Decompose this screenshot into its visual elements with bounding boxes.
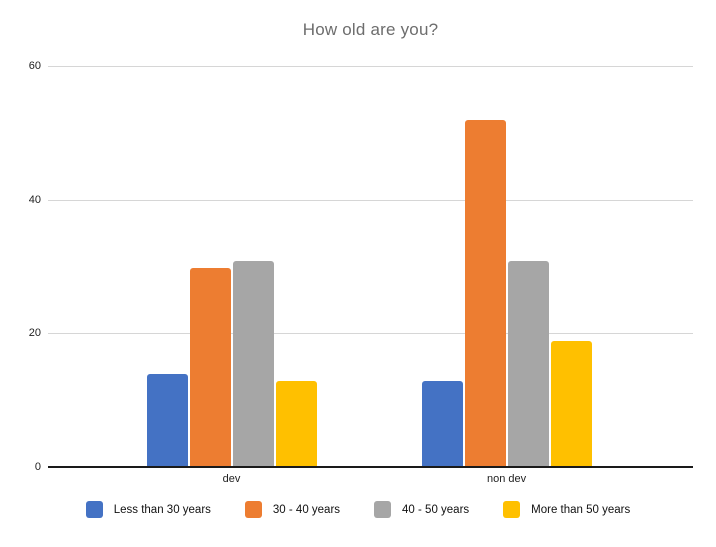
bar-dev-More-than-50-years xyxy=(275,381,317,468)
legend-item-Less-than-30-years: Less than 30 years xyxy=(85,501,211,518)
y-tick-label-20: 20 xyxy=(28,327,41,340)
legend-label: 40 - 50 years xyxy=(402,503,470,516)
bar-dev-40---50-years xyxy=(232,260,274,468)
bar-dev-Less-than-30-years xyxy=(146,374,188,468)
gridline-40 xyxy=(48,199,693,201)
legend-swatch-icon xyxy=(503,501,521,518)
legend: Less than 30 years 30 - 40 years 40 - 50 y… xyxy=(0,501,716,518)
legend-label: Less than 30 years xyxy=(113,503,211,516)
bar-non-dev-Less-than-30-years xyxy=(421,381,463,468)
gridline-20 xyxy=(48,333,693,335)
legend-swatch-icon xyxy=(374,501,392,518)
legend-label: 30 - 40 years xyxy=(272,503,341,516)
legend-label: More than 50 years xyxy=(531,503,631,516)
chart-title: How old are you? xyxy=(302,20,439,39)
bar-non-dev-40---50-years xyxy=(507,260,549,468)
bar-group-non-dev xyxy=(421,67,593,468)
plot-area xyxy=(48,66,693,468)
legend-item-More-than-50-years: More than 50 years xyxy=(503,501,630,518)
gridline-60 xyxy=(48,66,693,67)
y-tick-label-60: 60 xyxy=(28,60,41,72)
x-category-label-dev: dev xyxy=(222,473,241,485)
y-tick-label-40: 40 xyxy=(28,193,41,206)
bar-group-dev xyxy=(146,67,318,468)
x-category-label-non-dev: non dev xyxy=(487,473,527,485)
bar-dev-30---40-years xyxy=(189,267,231,468)
legend-item-30---40-years: 30 - 40 years xyxy=(244,501,341,518)
y-tick-label-0: 0 xyxy=(34,461,41,473)
legend-swatch-icon xyxy=(244,501,262,518)
x-axis-line xyxy=(48,466,693,468)
bar-non-dev-30---40-years xyxy=(464,120,506,468)
legend-item-40---50-years: 40 - 50 years xyxy=(374,501,469,518)
bar-non-dev-More-than-50-years xyxy=(550,341,592,468)
legend-swatch-icon xyxy=(85,501,103,518)
